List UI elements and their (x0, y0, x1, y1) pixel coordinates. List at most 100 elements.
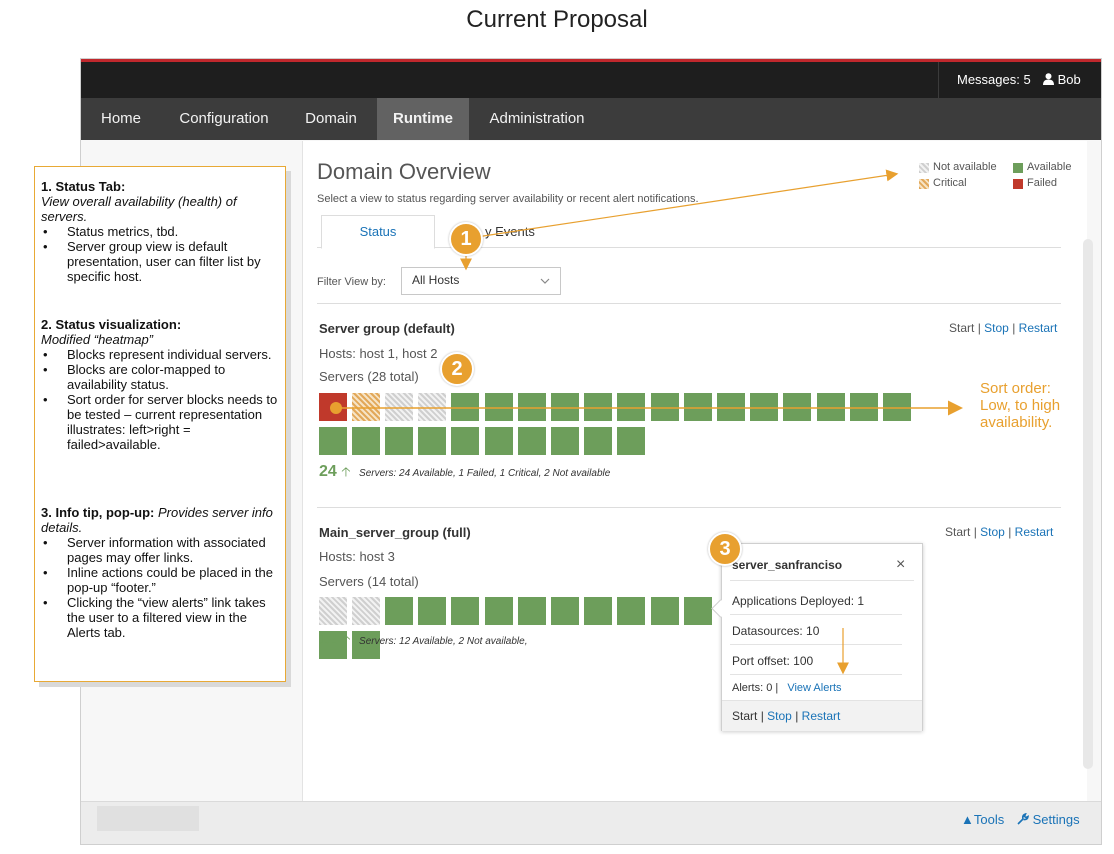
legend-not-available-swatch (919, 163, 929, 173)
divider (730, 674, 902, 675)
nav-home[interactable]: Home (100, 110, 141, 127)
server-block[interactable] (750, 393, 778, 421)
stop-link[interactable]: Stop (980, 525, 1005, 539)
sort-order-note: Sort order: Low, to high availability. (980, 380, 1060, 431)
start-link[interactable]: Start (945, 525, 971, 539)
server-block[interactable] (352, 427, 380, 455)
group-hosts: Hosts: host 1, host 2 (319, 346, 438, 361)
nav-administration[interactable]: Administration (489, 110, 585, 127)
stop-link[interactable]: Stop (984, 321, 1009, 335)
server-block[interactable] (850, 393, 878, 421)
top-bar: Messages: 5 Bob (81, 62, 1101, 98)
server-block[interactable] (783, 393, 811, 421)
server-block[interactable] (385, 393, 413, 421)
popup-port: Port offset: 100 (732, 654, 814, 668)
arrow-up-icon: 🡡 (341, 464, 351, 479)
view-alerts-link[interactable]: View Alerts (787, 682, 842, 694)
restart-link[interactable]: Restart (801, 709, 841, 723)
stop-link[interactable]: Stop (767, 709, 792, 723)
server-block[interactable] (617, 427, 645, 455)
server-info-popup: server_sanfranciso × Applications Deploy… (711, 543, 923, 731)
sort-note-line: Low, to high (980, 397, 1061, 414)
heatmap-default (319, 393, 1019, 457)
popup-actions: Start | Stop | Restart (732, 709, 840, 723)
server-block[interactable] (717, 393, 745, 421)
restart-link[interactable]: Restart (1014, 525, 1054, 539)
scrollbar[interactable] (1083, 239, 1093, 769)
server-block[interactable] (485, 427, 513, 455)
accent-line (81, 59, 1101, 62)
annotation-description: Modified “heatmap” (41, 332, 153, 347)
user-menu[interactable]: Bob (1043, 72, 1081, 87)
tools-link[interactable]: ▲Tools (961, 812, 1005, 827)
server-block[interactable] (584, 393, 612, 421)
server-block[interactable] (385, 597, 413, 625)
server-block[interactable] (352, 631, 380, 659)
user-name: Bob (1057, 72, 1081, 87)
user-icon (1043, 73, 1054, 85)
group-name: Server group (default) (319, 321, 455, 336)
popup-title: server_sanfranciso (732, 558, 843, 572)
callout-badge: 3 (708, 532, 742, 566)
popup-datasources: Datasources: 10 (732, 624, 820, 638)
server-block[interactable] (451, 427, 479, 455)
filter-label: Filter View by: (317, 276, 386, 288)
server-block[interactable] (551, 427, 579, 455)
server-block[interactable] (418, 597, 446, 625)
tab-status[interactable]: Status (321, 215, 435, 249)
server-block[interactable] (385, 427, 413, 455)
server-block[interactable] (418, 427, 446, 455)
server-block[interactable] (584, 427, 612, 455)
server-block[interactable] (518, 597, 546, 625)
start-link[interactable]: Start (732, 709, 758, 723)
server-block[interactable] (584, 597, 612, 625)
nav-configuration[interactable]: Configuration (179, 110, 269, 127)
server-block[interactable] (352, 597, 380, 625)
legend-critical-swatch (919, 179, 929, 189)
settings-link[interactable]: Settings (1017, 812, 1080, 827)
server-block[interactable] (352, 393, 380, 421)
server-block[interactable] (651, 597, 679, 625)
group-actions: Start | Stop | Restart (949, 321, 1057, 335)
alerts-count: Alerts: 0 | (732, 682, 779, 694)
sort-note-line: availability. (980, 414, 1053, 431)
popup-apps: Applications Deployed: 1 (732, 594, 865, 608)
separator: | (977, 321, 981, 335)
server-block[interactable] (817, 393, 845, 421)
server-block[interactable] (684, 597, 712, 625)
arrow-up-icon: 🡡 (341, 632, 351, 647)
server-block[interactable] (551, 393, 579, 421)
server-block[interactable] (485, 597, 513, 625)
start-link[interactable]: Start (949, 321, 975, 335)
server-block[interactable] (518, 393, 546, 421)
server-block[interactable] (883, 393, 911, 421)
nav-domain[interactable]: Domain (305, 110, 357, 127)
server-block[interactable] (451, 597, 479, 625)
nav-runtime[interactable]: Runtime (377, 98, 469, 140)
server-block[interactable] (485, 393, 513, 421)
annotation-list: Server information with associated pages… (41, 535, 281, 640)
server-block[interactable] (319, 427, 347, 455)
annotation-panel: 1. Status Tab: View overall availability… (34, 166, 286, 682)
close-icon[interactable]: × (896, 556, 906, 573)
server-block[interactable] (684, 393, 712, 421)
group-hosts: Hosts: host 3 (319, 549, 395, 564)
restart-link[interactable]: Restart (1018, 321, 1058, 335)
server-block[interactable] (551, 597, 579, 625)
server-block[interactable] (617, 597, 645, 625)
server-block[interactable] (651, 393, 679, 421)
server-block[interactable] (617, 393, 645, 421)
summary-text: Servers: 12 Available, 2 Not available, (359, 636, 528, 647)
server-block[interactable] (418, 393, 446, 421)
annotation-item: Blocks represent individual servers. (41, 347, 281, 362)
annotation-item: Blocks are color-mapped to availability … (41, 362, 281, 392)
server-block[interactable] (451, 393, 479, 421)
annotation-section-2: 2. Status visualization: Modified “heatm… (41, 317, 281, 452)
server-block[interactable] (518, 427, 546, 455)
server-block[interactable] (319, 631, 347, 659)
host-filter-select[interactable]: All Hosts (401, 267, 561, 295)
callout-badge: 1 (449, 222, 483, 256)
messages-link[interactable]: Messages: 5 (957, 72, 1031, 87)
server-block[interactable] (319, 597, 347, 625)
callout-anchor (330, 402, 342, 414)
